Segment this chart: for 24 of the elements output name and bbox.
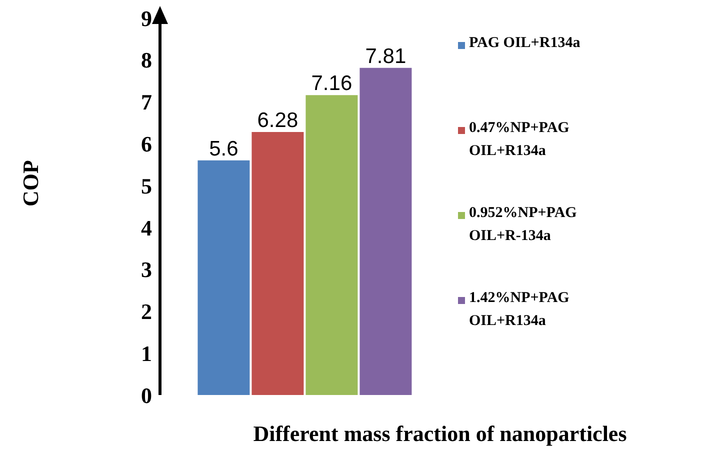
bar [360, 68, 412, 395]
y-tick-label: 5 [141, 173, 152, 198]
bar [306, 95, 358, 395]
y-tick-label: 6 [141, 131, 152, 156]
y-tick-label: 4 [141, 215, 152, 240]
y-axis-title: COP [18, 160, 43, 206]
bar [252, 132, 304, 395]
legend-label: 0.952%NP+PAG OIL+R-134a [469, 204, 578, 246]
data-label: 7.81 [365, 44, 406, 68]
legend-label: PAG OIL+R134a [469, 34, 582, 53]
y-tick-label: 2 [141, 299, 152, 324]
data-label: 5.6 [209, 137, 238, 160]
data-label: 7.16 [311, 72, 352, 96]
y-tick-label: 8 [141, 48, 152, 73]
y-tick-label: 3 [141, 257, 152, 282]
legend-label: 0.47%NP+PAG OIL+R134a [469, 119, 570, 161]
bar [198, 160, 250, 395]
legend-label: 1.42%NP+PAG OIL+R134a [469, 289, 570, 331]
y-tick-label: 9 [141, 6, 152, 31]
x-axis-title: Different mass fraction of nanoparticles [253, 421, 628, 446]
y-tick-label: 7 [141, 90, 152, 115]
y-tick-label: 1 [141, 340, 152, 366]
data-label: 6.28 [257, 108, 298, 132]
y-tick-label: 0 [141, 382, 152, 408]
